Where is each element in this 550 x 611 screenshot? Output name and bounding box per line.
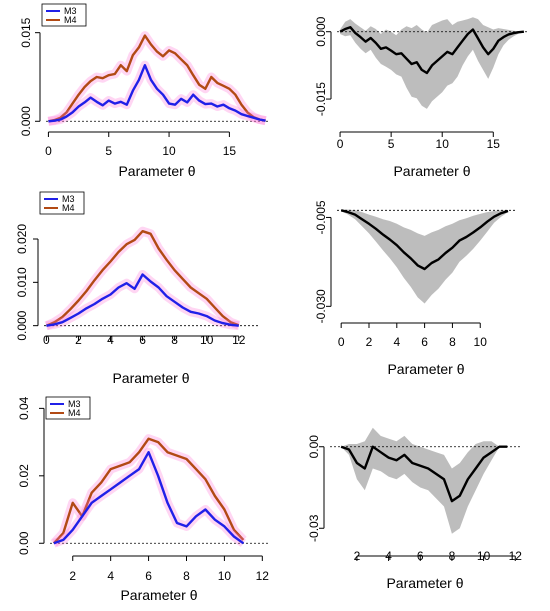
x-tick-label: 10 [200,333,214,347]
y-tick-label: 0.015 [19,17,33,47]
x-tick-label: 8 [183,569,190,583]
y-tick-label: 0.000 [314,16,328,46]
x-tick-label: 6 [417,549,424,563]
y-tick-label: 0.04 [17,396,31,420]
x-tick-label: 6 [145,569,152,583]
x-tick-label: 6 [421,335,428,349]
x-tick-label: 0 [45,144,52,158]
legend-label-m3: M3 [64,6,77,16]
legend-label-m4: M4 [68,408,81,418]
panel-top-right: 0 5 10 15 0.000 -0.015 Parameter θ [314,16,527,179]
y-tick-label: -0.005 [314,200,328,234]
series-line-m4 [48,34,266,123]
x-tick-label: 15 [487,137,501,151]
y-tick-label: 0.000 [15,310,29,340]
panel-bottom-right: 2 4 6 8 10 12 0.00 -0.03 Parameter θ [307,427,523,591]
series-line-m3 [53,451,245,545]
y-tick-label: -0.030 [314,289,328,323]
confidence-band [341,427,508,534]
x-axis-label: Parameter θ [387,361,464,377]
x-axis-label: Parameter θ [120,587,197,603]
x-tick-label: 5 [105,144,112,158]
legend-label-m3: M3 [68,399,81,409]
x-tick-label: 15 [223,144,237,158]
x-tick-label: 10 [436,137,450,151]
series-line-m4 [52,437,245,545]
x-tick-label: 0 [43,333,50,347]
x-axis-label: Parameter θ [386,575,463,591]
x-tick-label: 2 [69,569,76,583]
y-tick-label: -0.03 [307,514,321,542]
x-tick-label: 2 [75,333,82,347]
x-tick-label: 10 [162,144,176,158]
series-line-mean [340,445,508,503]
legend-label-m3: M3 [62,194,75,204]
series-line-m4 [45,229,240,327]
x-tick-label: 6 [139,333,146,347]
x-axis-label: Parameter θ [118,163,195,179]
x-axis-label: Parameter θ [393,163,470,179]
y-tick-label: 0.010 [15,267,29,297]
x-tick-label: 8 [449,549,456,563]
x-tick-label: 0 [338,335,345,349]
series-line-mean [339,26,525,75]
y-tick-label: -0.015 [314,82,328,116]
series-line-m3 [46,273,239,327]
x-tick-label: 10 [474,335,488,349]
x-axis-label: Parameter θ [112,370,189,386]
x-tick-label: 2 [354,549,361,563]
x-tick-label: 10 [218,569,232,583]
series-line-m3 [48,63,266,123]
x-tick-label: 4 [393,335,400,349]
panel-middle-right: 0 2 4 6 8 10 -0.005 -0.030 Parameter θ [314,200,515,377]
series-line-mean [340,209,509,271]
x-tick-label: 12 [256,569,270,583]
x-tick-label: 4 [107,569,114,583]
x-tick-label: 8 [171,333,178,347]
confidence-band [340,17,524,109]
y-tick-label: 0.02 [17,464,31,488]
y-tick-label: 0.00 [307,435,321,459]
x-tick-label: 10 [477,549,491,563]
y-tick-label: 0.020 [15,224,29,254]
x-tick-label: 4 [385,549,392,563]
y-tick-label: 0.00 [17,531,31,555]
x-tick-label: 2 [366,335,373,349]
x-tick-label: 4 [107,333,114,347]
y-tick-label: 0.000 [19,106,33,136]
x-tick-label: 5 [388,137,395,151]
x-tick-label: 12 [232,333,246,347]
legend-label-m4: M4 [62,203,75,213]
legend-label-m4: M4 [64,15,77,25]
x-tick-label: 12 [509,549,523,563]
x-tick-label: 8 [449,335,456,349]
x-tick-label: 0 [337,137,344,151]
